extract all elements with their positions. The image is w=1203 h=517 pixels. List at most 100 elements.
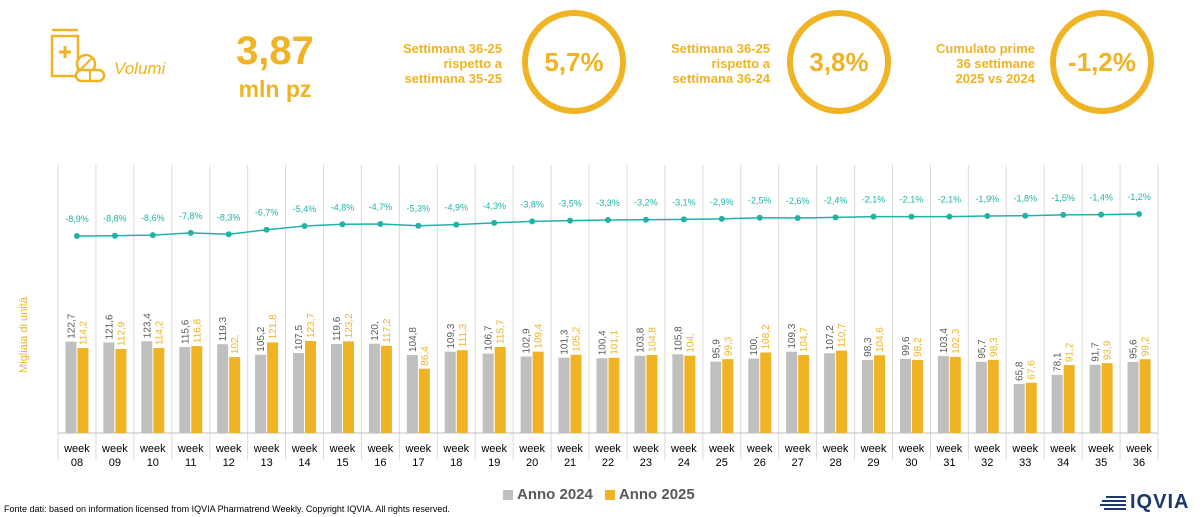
x-tick-label-word: week bbox=[253, 443, 280, 455]
x-tick-label-word: week bbox=[518, 443, 545, 455]
cumulative-change-label: -1,2% bbox=[1127, 192, 1151, 202]
bar-2024-week-12 bbox=[217, 344, 229, 433]
x-tick-label-word: week bbox=[329, 443, 356, 455]
bar-2024-week-18 bbox=[444, 351, 456, 433]
bar-2025-week-16 bbox=[380, 345, 392, 433]
bar-2025-week-36 bbox=[1139, 359, 1151, 433]
kpi-1-line-3: settimana 35-25 bbox=[404, 71, 502, 86]
bar-2025-week-17 bbox=[418, 368, 430, 433]
x-tick-label-number: 34 bbox=[1057, 457, 1069, 469]
cumulative-change-label: -2,1% bbox=[862, 195, 886, 205]
data-label-2025: 110,7 bbox=[837, 323, 848, 348]
bar-2025-week-31 bbox=[949, 356, 961, 433]
data-label-2024: 91,7 bbox=[1091, 342, 1102, 362]
cumulative-change-label: -8,8% bbox=[103, 214, 127, 224]
x-tick-label-word: week bbox=[860, 443, 887, 455]
bar-2025-week-34 bbox=[1063, 365, 1075, 433]
x-tick-label-word: week bbox=[1011, 443, 1038, 455]
data-label-2025: 67,6 bbox=[1027, 360, 1038, 380]
x-tick-label-number: 21 bbox=[564, 457, 576, 469]
bar-2024-week-29 bbox=[862, 359, 874, 433]
bar-2025-week-21 bbox=[570, 354, 582, 433]
cumulative-change-point bbox=[567, 217, 574, 224]
x-tick-label-number: 27 bbox=[792, 457, 804, 469]
cumulative-change-point bbox=[73, 233, 80, 239]
cumulative-change-point bbox=[832, 214, 839, 221]
x-tick-label-word: week bbox=[822, 443, 849, 455]
bar-2025-week-29 bbox=[874, 355, 886, 433]
bar-2025-week-08 bbox=[77, 348, 89, 433]
x-tick-label-word: week bbox=[746, 443, 773, 455]
data-label-2024: 103,4 bbox=[939, 328, 950, 353]
x-tick-label-word: week bbox=[291, 443, 318, 455]
cumulative-change-label: -7,8% bbox=[179, 211, 203, 221]
cumulative-change-point bbox=[263, 226, 270, 233]
data-label-2025: 108,2 bbox=[761, 324, 772, 349]
bar-2025-week-35 bbox=[1101, 363, 1113, 433]
cumulative-change-point bbox=[1022, 212, 1029, 219]
cumulative-change-label: -1,8% bbox=[1013, 194, 1037, 204]
kpi-2-circle: 3,8% bbox=[787, 10, 891, 114]
kpi-1-circle: 5,7% bbox=[522, 10, 626, 114]
cumulative-change-label: -4,8% bbox=[331, 202, 355, 212]
bar-2025-week-12 bbox=[229, 357, 241, 433]
x-tick-label-number: 32 bbox=[981, 457, 993, 469]
bar-2025-week-22 bbox=[608, 357, 620, 433]
data-label-2025: 105,2 bbox=[572, 326, 583, 351]
legend-label-2024: Anno 2024 bbox=[517, 486, 593, 503]
bar-2025-week-10 bbox=[153, 348, 165, 433]
cumulative-change-point bbox=[605, 217, 611, 223]
data-label-2024: 115,6 bbox=[180, 319, 191, 344]
bar-2025-week-25 bbox=[722, 359, 734, 433]
x-tick-label-word: week bbox=[594, 443, 621, 455]
bar-2024-week-31 bbox=[937, 356, 949, 433]
cumulative-change-label: -2,5% bbox=[748, 196, 772, 206]
iqvia-logo: IQVIA bbox=[1100, 491, 1189, 514]
cumulative-change-point bbox=[794, 215, 801, 221]
data-label-2025: 114,2 bbox=[154, 320, 165, 345]
bar-2025-week-24 bbox=[684, 355, 696, 433]
cumulative-change-label: -3,1% bbox=[672, 197, 696, 207]
x-tick-label-number: 13 bbox=[260, 457, 272, 469]
data-label-2025: 93,9 bbox=[1103, 340, 1114, 360]
cumulative-change-point bbox=[339, 221, 346, 228]
legend-item-2024: Anno 2024 bbox=[503, 486, 593, 503]
data-label-2024: 105,2 bbox=[256, 326, 267, 351]
legend-item-2025: Anno 2025 bbox=[604, 486, 695, 503]
cumulative-change-label: -3,8% bbox=[520, 199, 544, 209]
x-tick-label-word: week bbox=[973, 443, 1000, 455]
cumulative-change-point bbox=[984, 213, 991, 219]
x-tick-label-number: 31 bbox=[943, 457, 955, 469]
cumulative-change-point bbox=[680, 216, 687, 223]
data-label-2024: 95,9 bbox=[711, 339, 722, 359]
cumulative-change-point bbox=[149, 232, 156, 239]
bar-2025-week-26 bbox=[760, 352, 772, 433]
data-label-2024: 100,4 bbox=[598, 330, 609, 355]
bar-2025-week-30 bbox=[911, 359, 923, 433]
bar-2024-week-27 bbox=[786, 351, 798, 433]
bar-2024-week-25 bbox=[710, 361, 722, 433]
kpi-3-circle: -1,2% bbox=[1050, 10, 1154, 114]
data-label-2024: 105,8 bbox=[673, 326, 684, 351]
data-label-2024: 109,3 bbox=[446, 323, 457, 348]
bar-2024-week-22 bbox=[596, 358, 608, 433]
bar-2024-week-10 bbox=[141, 341, 153, 433]
x-tick-label-word: week bbox=[139, 443, 166, 455]
x-tick-label-word: week bbox=[670, 443, 697, 455]
bar-2024-week-24 bbox=[672, 354, 684, 433]
data-label-2025: 99,3 bbox=[723, 336, 734, 356]
data-label-2024: 119,3 bbox=[218, 317, 229, 342]
cumulative-change-label: -4,3% bbox=[482, 201, 506, 211]
bar-2025-week-20 bbox=[532, 351, 544, 433]
cumulative-change-point bbox=[111, 232, 118, 239]
x-tick-label-number: 36 bbox=[1133, 457, 1145, 469]
data-label-2025: 104,7 bbox=[799, 327, 810, 352]
x-tick-label-word: week bbox=[367, 443, 394, 455]
x-tick-label-number: 23 bbox=[640, 457, 652, 469]
data-label-2024: 78,1 bbox=[1053, 352, 1064, 372]
cumulative-change-label: -5,3% bbox=[407, 204, 431, 214]
bar-2024-week-36 bbox=[1127, 361, 1139, 433]
bar-2025-week-15 bbox=[342, 341, 354, 433]
bar-2025-week-11 bbox=[191, 346, 203, 433]
data-label-2024: 119,6 bbox=[332, 316, 343, 341]
